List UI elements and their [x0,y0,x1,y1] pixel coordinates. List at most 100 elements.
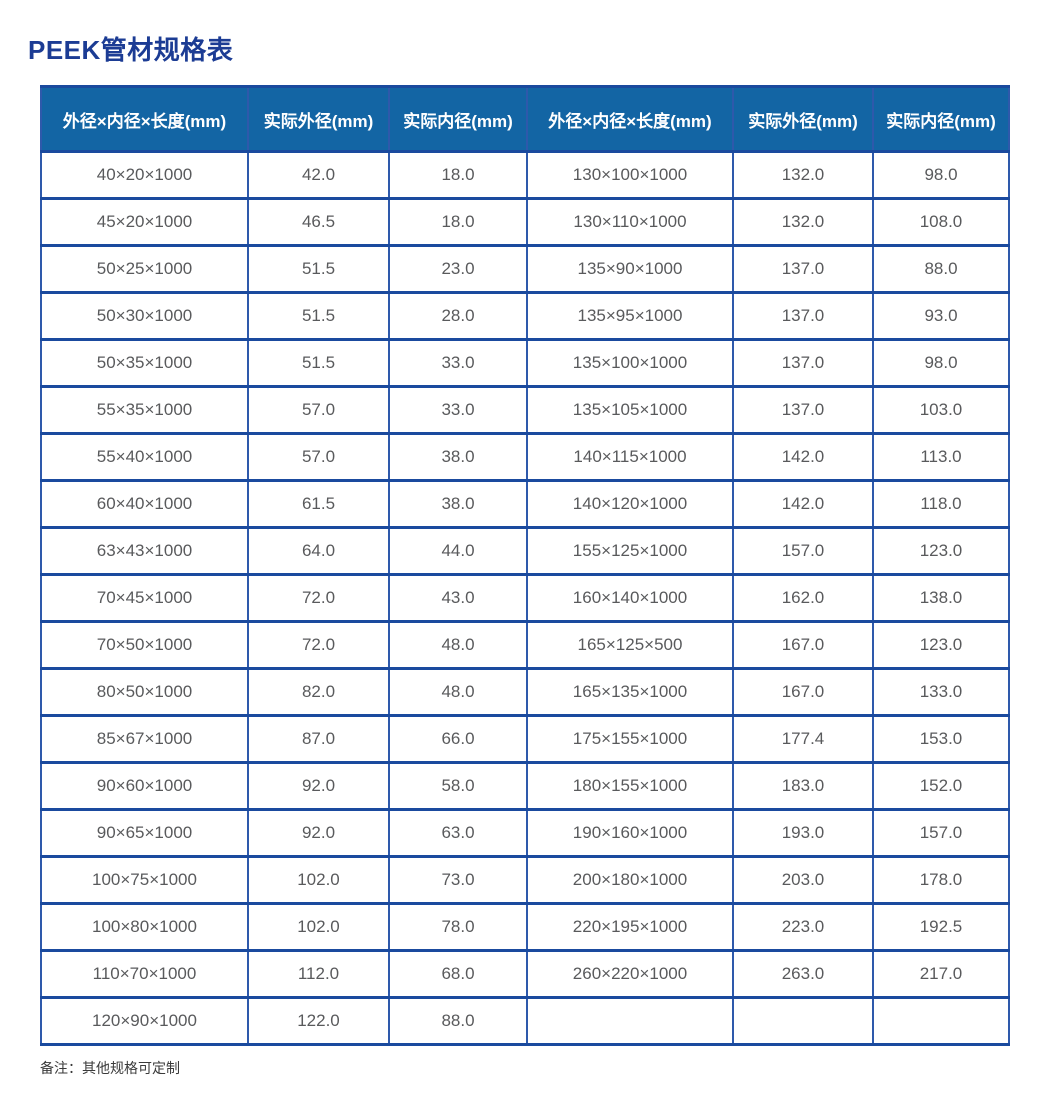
table-cell: 142.0 [732,432,874,482]
table-cell: 63×43×1000 [40,526,249,576]
table-row: 110×70×1000 112.0 68.0 260×220×1000 263.0 217… [40,949,1010,999]
table-row: 120×90×1000 122.0 88.0 [40,996,1010,1046]
table-cell: 18.0 [388,150,528,200]
table-row: 100×80×1000 102.0 78.0 220×195×1000 223.0 192… [40,902,1010,952]
table-cell: 157.0 [732,526,874,576]
table-row: 50×30×1000 51.5 28.0 135×95×1000 137.0 93.0 [40,291,1010,341]
table-cell: 140×120×1000 [526,479,734,529]
table-cell: 60×40×1000 [40,479,249,529]
table-cell: 98.0 [872,150,1010,200]
table-row: 70×45×1000 72.0 43.0 160×140×1000 162.0 138.0 [40,573,1010,623]
table-cell: 51.5 [247,338,390,388]
table-cell: 137.0 [732,338,874,388]
table-cell: 82.0 [247,667,390,717]
table-cell: 18.0 [388,197,528,247]
spec-table-body: 40×20×1000 42.0 18.0 130×100×1000 132.0 98.0 4… [40,150,1010,1046]
table-cell: 98.0 [872,338,1010,388]
table-cell: 152.0 [872,761,1010,811]
table-cell: 137.0 [732,244,874,294]
column-header-spec-right: 外径×内径×长度(mm) [526,85,734,153]
table-cell: 43.0 [388,573,528,623]
table-cell: 175×155×1000 [526,714,734,764]
table-cell: 93.0 [872,291,1010,341]
table-cell: 51.5 [247,244,390,294]
table-cell: 33.0 [388,338,528,388]
table-cell: 165×125×500 [526,620,734,670]
table-cell [732,996,874,1046]
table-cell: 85×67×1000 [40,714,249,764]
table-cell: 223.0 [732,902,874,952]
table-cell: 155×125×1000 [526,526,734,576]
table-cell: 102.0 [247,855,390,905]
table-cell: 72.0 [247,573,390,623]
table-cell: 192.5 [872,902,1010,952]
table-cell: 90×60×1000 [40,761,249,811]
table-row: 50×35×1000 51.5 33.0 135×100×1000 137.0 98.0 [40,338,1010,388]
table-cell: 118.0 [872,479,1010,529]
table-cell: 92.0 [247,808,390,858]
column-header-id-right: 实际内径(mm) [872,85,1010,153]
table-cell: 42.0 [247,150,390,200]
table-row: 90×60×1000 92.0 58.0 180×155×1000 183.0 152.0 [40,761,1010,811]
table-cell: 167.0 [732,667,874,717]
table-cell: 263.0 [732,949,874,999]
table-cell: 203.0 [732,855,874,905]
table-cell: 135×105×1000 [526,385,734,435]
footnote: 备注：其他规格可定制 [40,1060,180,1076]
table-cell: 102.0 [247,902,390,952]
table-cell: 157.0 [872,808,1010,858]
table-row: 45×20×1000 46.5 18.0 130×110×1000 132.0 108.0 [40,197,1010,247]
table-cell: 23.0 [388,244,528,294]
table-cell: 55×35×1000 [40,385,249,435]
table-cell: 28.0 [388,291,528,341]
table-cell: 135×100×1000 [526,338,734,388]
table-cell: 122.0 [247,996,390,1046]
table-cell: 63.0 [388,808,528,858]
table-cell: 140×115×1000 [526,432,734,482]
table-cell: 48.0 [388,667,528,717]
table-cell: 108.0 [872,197,1010,247]
table-cell: 55×40×1000 [40,432,249,482]
table-cell: 50×25×1000 [40,244,249,294]
table-cell: 193.0 [732,808,874,858]
table-row: 60×40×1000 61.5 38.0 140×120×1000 142.0 118.0 [40,479,1010,529]
table-cell: 70×45×1000 [40,573,249,623]
table-cell: 90×65×1000 [40,808,249,858]
table-cell: 57.0 [247,385,390,435]
table-cell: 64.0 [247,526,390,576]
table-cell: 130×100×1000 [526,150,734,200]
table-cell: 165×135×1000 [526,667,734,717]
table-cell: 48.0 [388,620,528,670]
table-cell: 120×90×1000 [40,996,249,1046]
table-cell: 135×90×1000 [526,244,734,294]
table-cell: 66.0 [388,714,528,764]
table-row: 80×50×1000 82.0 48.0 165×135×1000 167.0 133.0 [40,667,1010,717]
table-cell: 103.0 [872,385,1010,435]
table-cell [872,996,1010,1046]
table-row: 55×35×1000 57.0 33.0 135×105×1000 137.0 103.0 [40,385,1010,435]
table-cell: 183.0 [732,761,874,811]
spec-table: 外径×内径×长度(mm) 实际外径(mm) 实际内径(mm) 外径×内径×长度(… [40,85,1010,1046]
table-cell: 132.0 [732,197,874,247]
table-cell: 40×20×1000 [40,150,249,200]
table-cell: 73.0 [388,855,528,905]
table-cell: 57.0 [247,432,390,482]
table-cell: 123.0 [872,526,1010,576]
table-row: 40×20×1000 42.0 18.0 130×100×1000 132.0 98.0 [40,150,1010,200]
table-cell: 260×220×1000 [526,949,734,999]
column-header-od-right: 实际外径(mm) [732,85,874,153]
table-cell: 177.4 [732,714,874,764]
table-cell: 123.0 [872,620,1010,670]
table-row: 63×43×1000 64.0 44.0 155×125×1000 157.0 123.0 [40,526,1010,576]
table-cell: 142.0 [732,479,874,529]
column-header-od-left: 实际外径(mm) [247,85,390,153]
table-cell: 33.0 [388,385,528,435]
table-cell: 217.0 [872,949,1010,999]
table-cell: 190×160×1000 [526,808,734,858]
table-row: 50×25×1000 51.5 23.0 135×90×1000 137.0 88.0 [40,244,1010,294]
table-cell: 178.0 [872,855,1010,905]
table-cell: 50×35×1000 [40,338,249,388]
table-row: 100×75×1000 102.0 73.0 200×180×1000 203.0 178… [40,855,1010,905]
table-cell: 130×110×1000 [526,197,734,247]
